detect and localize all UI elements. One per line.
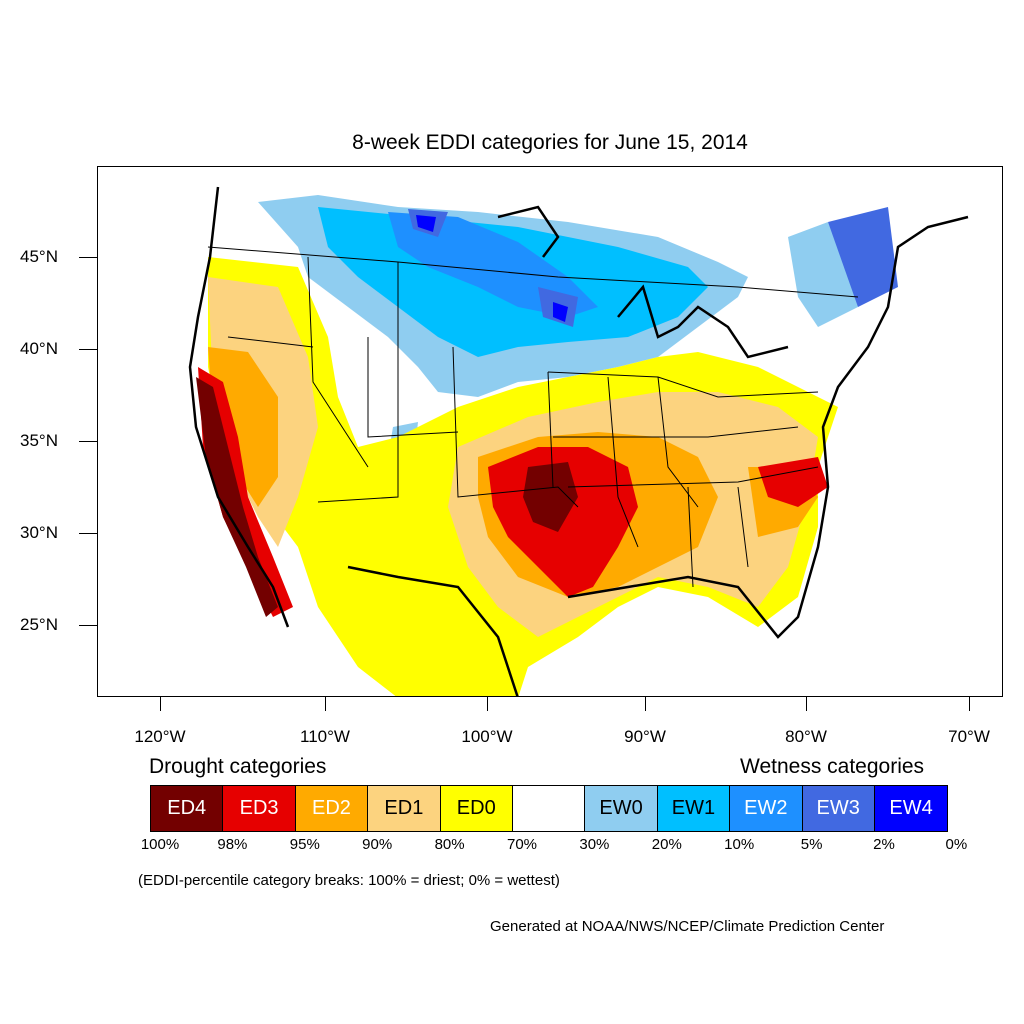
lon-tick (806, 697, 807, 711)
category-note: (EDDI-percentile category breaks: 100% =… (138, 872, 560, 889)
lon-tick (645, 697, 646, 711)
drought-categories-title: Drought categories (149, 755, 327, 778)
coastlines (188, 186, 969, 696)
lon-label: 90°W (624, 727, 666, 746)
legend-box-ew3: EW3 (802, 786, 875, 831)
legend-box-ew4: EW4 (874, 786, 948, 831)
percentile-label: 98% (217, 836, 248, 853)
percentile-label: 2% (873, 836, 895, 853)
lon-label: 70°W (948, 727, 990, 746)
lat-tick (79, 625, 97, 626)
lon-tick (325, 697, 326, 711)
legend-box-ed4: ED4 (151, 786, 224, 831)
percentile-label: 5% (800, 836, 823, 853)
category-colorbar: ED4 ED3 ED2 ED1 ED0 EW0 EW1 EW2 EW3 EW4 (150, 785, 949, 832)
eddi-map (188, 186, 969, 696)
percentile-label: 95% (289, 836, 320, 853)
legend-box-ed1: ED1 (368, 786, 441, 831)
region-wet-north-ew4 (416, 215, 568, 322)
lon-label: 80°W (785, 727, 827, 746)
lat-tick (79, 441, 97, 442)
percentile-label: 30% (579, 836, 610, 853)
lat-label: 25°N (20, 615, 58, 634)
lat-label: 35°N (20, 431, 58, 450)
legend-box-ed0: ED0 (440, 786, 513, 831)
boundaries (207, 246, 859, 588)
region-wet-northeast-light (788, 222, 858, 327)
lat-label: 40°N (20, 339, 58, 358)
map-panel (97, 166, 1003, 697)
percentile-label: 0% (945, 836, 968, 853)
lon-tick (969, 697, 970, 711)
lon-tick (487, 697, 488, 711)
lat-tick (79, 349, 97, 350)
percentile-label: 70% (506, 836, 538, 853)
map-title: 8-week EDDI categories for June 15, 2014 (352, 131, 748, 154)
percentile-label: 90% (362, 836, 393, 853)
legend-box-ew1: EW1 (657, 786, 731, 831)
lon-label: 100°W (461, 727, 513, 746)
lat-tick (79, 533, 97, 534)
lat-label: 45°N (20, 247, 58, 266)
credit-text: Generated at NOAA/NWS/NCEP/Climate Predi… (490, 918, 885, 935)
lon-tick (160, 697, 161, 711)
percentile-label: 20% (651, 836, 682, 853)
percentile-label: 80% (434, 836, 465, 853)
legend-box-ew0: EW0 (585, 786, 658, 831)
lon-label: 120°W (134, 727, 186, 746)
percentile-label: 100% (140, 836, 180, 853)
lat-label: 30°N (20, 523, 58, 542)
legend-box-ew2: EW2 (730, 786, 803, 831)
lat-tick (79, 257, 97, 258)
legend-box-ed2: ED2 (295, 786, 369, 831)
percentile-label: 10% (724, 836, 755, 853)
legend-box-ed3: ED3 (223, 786, 296, 831)
wetness-categories-title: Wetness categories (740, 755, 925, 778)
legend-box-normal (512, 786, 586, 831)
lon-label: 110°W (300, 727, 350, 746)
